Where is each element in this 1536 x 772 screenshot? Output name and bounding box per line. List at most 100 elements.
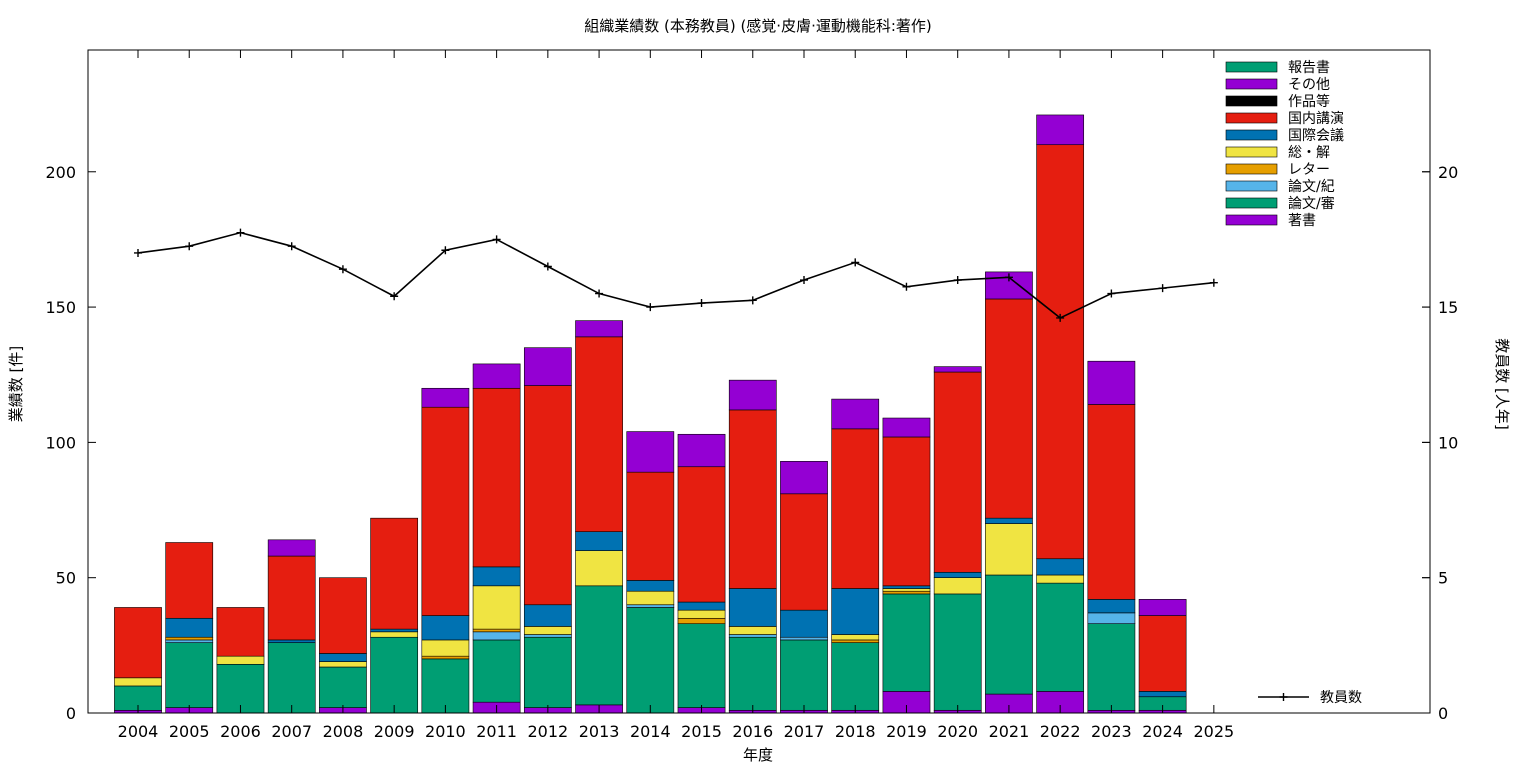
bar-segment xyxy=(421,658,470,714)
line-point-marker xyxy=(543,262,552,271)
bar-segment xyxy=(319,653,367,662)
line-point-marker xyxy=(646,303,655,312)
legend-label: 国際会議 xyxy=(1288,127,1344,144)
line-point-marker xyxy=(697,299,706,308)
legend-swatch xyxy=(1225,146,1278,158)
bar-segment xyxy=(472,639,521,703)
bar-segment xyxy=(165,617,214,638)
bar-segment xyxy=(1036,574,1085,584)
bar-segment xyxy=(523,634,572,638)
bar-segment xyxy=(933,577,982,595)
bar-segment xyxy=(1036,114,1085,146)
legend-swatch xyxy=(1225,61,1278,73)
bar-segment xyxy=(1138,599,1187,616)
bar-segment xyxy=(114,677,162,687)
y-tick-label: 200 xyxy=(45,163,76,182)
x-tick-label: 2017 xyxy=(784,722,825,741)
legend-swatch xyxy=(1225,214,1278,226)
line-point-marker xyxy=(800,276,808,285)
bar-segment xyxy=(626,607,675,714)
y-tick-label: 150 xyxy=(45,298,76,317)
bar-segment xyxy=(626,590,675,606)
y-tick-label: 50 xyxy=(56,569,76,588)
bar-segment xyxy=(1087,599,1136,614)
bar-segment xyxy=(1036,582,1085,692)
bar-segment xyxy=(677,609,726,619)
bar-segment xyxy=(575,336,623,532)
bar-segment xyxy=(985,517,1033,524)
bar-segment xyxy=(1087,612,1136,624)
bar-segment xyxy=(216,655,265,665)
bar-segment xyxy=(421,387,470,408)
line-point-marker xyxy=(595,289,604,298)
y2-tick-label: 20 xyxy=(1438,163,1458,182)
line-point-marker xyxy=(185,242,194,251)
bar-segment xyxy=(165,639,214,643)
bar-segment xyxy=(370,517,419,630)
bar-segment xyxy=(626,580,675,592)
bar-segment xyxy=(882,417,931,438)
bar-segment xyxy=(985,271,1033,300)
line-point-marker xyxy=(902,282,911,291)
bar-segment xyxy=(1087,360,1136,405)
line-point-marker xyxy=(287,242,296,251)
legend-label: 論文/紀 xyxy=(1288,179,1335,195)
line-point-marker xyxy=(748,296,757,305)
legend-swatch xyxy=(1225,180,1278,192)
bar-segment xyxy=(882,585,931,589)
bar-segment xyxy=(165,636,214,641)
line-point-marker xyxy=(1209,278,1218,287)
bar-segment xyxy=(523,385,572,606)
x-tick-label: 2020 xyxy=(937,722,978,741)
bar-segment xyxy=(985,298,1033,519)
bar-segment xyxy=(1036,558,1085,576)
bar-segment xyxy=(319,577,367,654)
bar-segment xyxy=(370,628,419,633)
bar-segment xyxy=(882,590,931,595)
bar-segment xyxy=(882,436,931,587)
bar-segment xyxy=(1087,623,1136,711)
line-series-path xyxy=(137,231,1214,319)
bar-segment xyxy=(472,628,521,633)
bar-segment xyxy=(831,639,880,643)
bar-segment xyxy=(267,639,316,643)
bar-segment xyxy=(216,663,265,714)
x-tick-label: 2011 xyxy=(476,722,517,741)
bar-segment xyxy=(728,634,777,638)
bar-segment xyxy=(780,636,828,641)
bar-segment xyxy=(319,666,367,708)
bar-segment xyxy=(728,588,777,627)
x-tick-label: 2024 xyxy=(1142,722,1183,741)
x-tick-label: 2022 xyxy=(1040,722,1081,741)
bar-segment xyxy=(933,571,982,578)
x-tick-label: 2008 xyxy=(323,722,364,741)
bar-segment xyxy=(780,639,828,711)
bar-segment xyxy=(421,639,470,657)
legend-swatch xyxy=(1225,112,1278,124)
x-tick-label: 2021 xyxy=(989,722,1030,741)
line-point-marker xyxy=(1056,313,1065,322)
legend-label: 著書 xyxy=(1288,213,1316,229)
x-tick-label: 2023 xyxy=(1091,722,1132,741)
bar-segment xyxy=(882,588,931,592)
bar-segment xyxy=(472,387,521,568)
legend-swatch xyxy=(1225,163,1278,175)
x-tick-label: 2010 xyxy=(425,722,466,741)
legend-label: その他 xyxy=(1288,77,1330,93)
bar-segment xyxy=(780,493,828,611)
plot-frame xyxy=(87,49,1431,714)
legend-label: 国内講演 xyxy=(1288,111,1344,127)
bar-segment xyxy=(626,471,675,581)
bar-segment xyxy=(728,636,777,711)
bar-segment xyxy=(626,604,675,608)
bar-segment xyxy=(472,363,521,389)
bar-segment xyxy=(523,626,572,635)
bar-segment xyxy=(677,617,726,624)
line-series-group xyxy=(134,228,1218,322)
legend-label: 総・解 xyxy=(1288,145,1330,161)
x-tick-label: 2014 xyxy=(630,722,671,741)
bar-group xyxy=(114,114,1187,714)
line-point-marker xyxy=(1004,273,1013,282)
